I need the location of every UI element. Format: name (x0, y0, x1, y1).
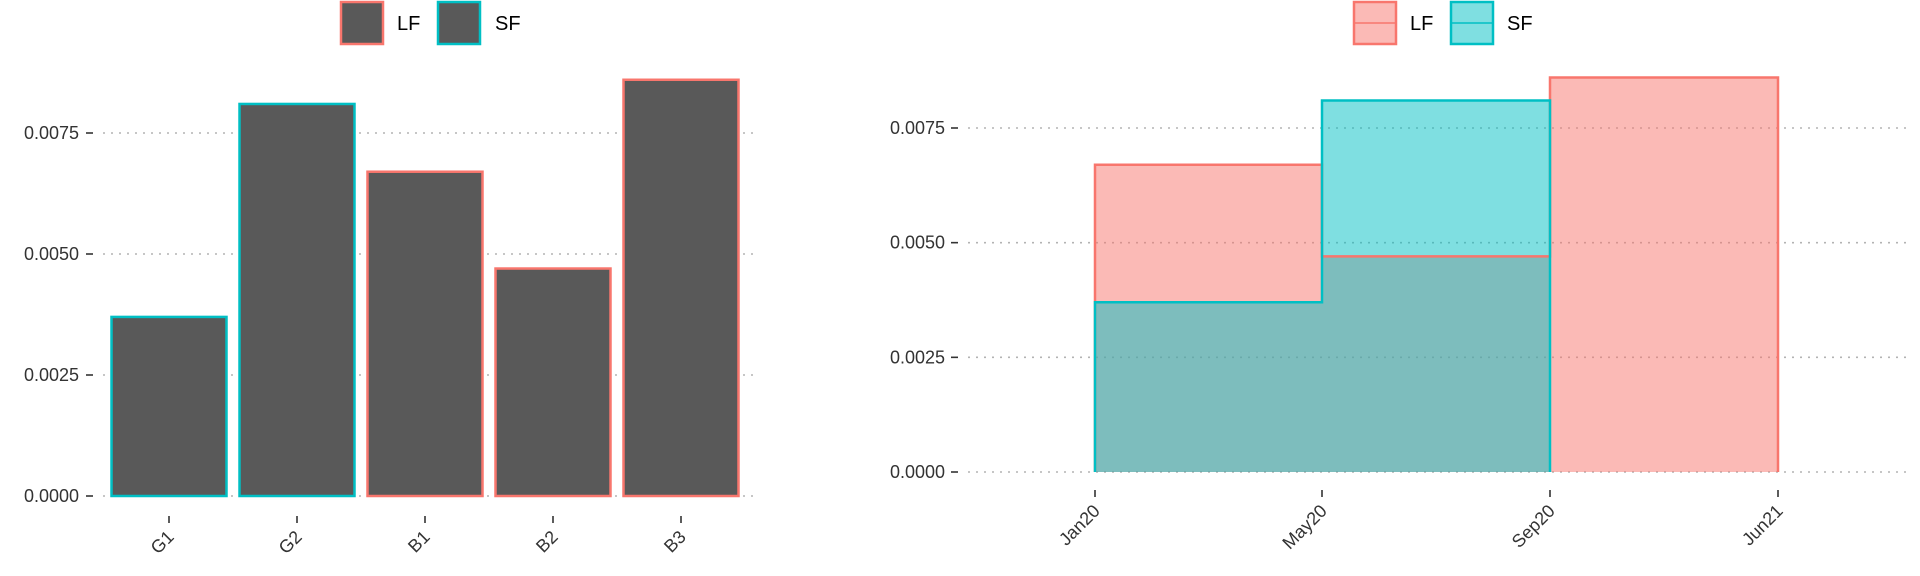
x-tick-label: Jan20 (1055, 501, 1104, 550)
lf-area-fill (1550, 77, 1778, 473)
legend-label-sf: SF (1507, 13, 1533, 35)
bar (622, 78, 740, 498)
legend: LF SF (339, 0, 521, 46)
bar-chart-panel: 0.0000 0.0025 0.0050 0.0075 G1 G2 B1 B2 B3 LF SF (24, 0, 757, 558)
x-tick-label: B2 (532, 527, 562, 557)
legend-label-lf: LF (397, 13, 420, 35)
bar (494, 267, 612, 498)
x-tick-label: Sep20 (1508, 501, 1559, 552)
x-tick-label: G2 (275, 527, 306, 558)
y-tick-label: 0.0000 (890, 462, 945, 482)
y-tick-label: 0.0075 (24, 123, 79, 143)
sf-area-fill (1322, 100, 1550, 472)
bar (366, 170, 484, 498)
x-tick-label: G1 (147, 527, 178, 558)
legend-label-sf: SF (495, 13, 521, 35)
lf-step-line (1093, 76, 1780, 472)
x-tick-label: Jun21 (1738, 501, 1787, 550)
step-area-chart-panel: 0.0000 0.0025 0.0050 0.0075 Jan20 May20 Sep20 J… (890, 0, 1910, 553)
legend-key-sf (436, 0, 482, 46)
x-tick-label: B1 (404, 527, 434, 557)
y-tick-label: 0.0075 (890, 118, 945, 138)
y-tick-label: 0.0050 (890, 233, 945, 253)
legend-label-lf: LF (1410, 13, 1433, 35)
bar (238, 102, 356, 498)
x-tick-label: May20 (1278, 501, 1330, 553)
legend: LF SF (1352, 0, 1533, 46)
y-tick-label: 0.0025 (890, 347, 945, 367)
sf-step-line (1093, 99, 1552, 472)
legend-key-lf (339, 0, 385, 46)
y-tick-label: 0.0025 (24, 365, 79, 385)
sf-area-fill (1095, 302, 1322, 472)
bar (110, 315, 228, 498)
y-tick-label: 0.0000 (24, 486, 79, 506)
x-tick-label: B3 (660, 527, 690, 557)
y-tick-label: 0.0050 (24, 244, 79, 264)
